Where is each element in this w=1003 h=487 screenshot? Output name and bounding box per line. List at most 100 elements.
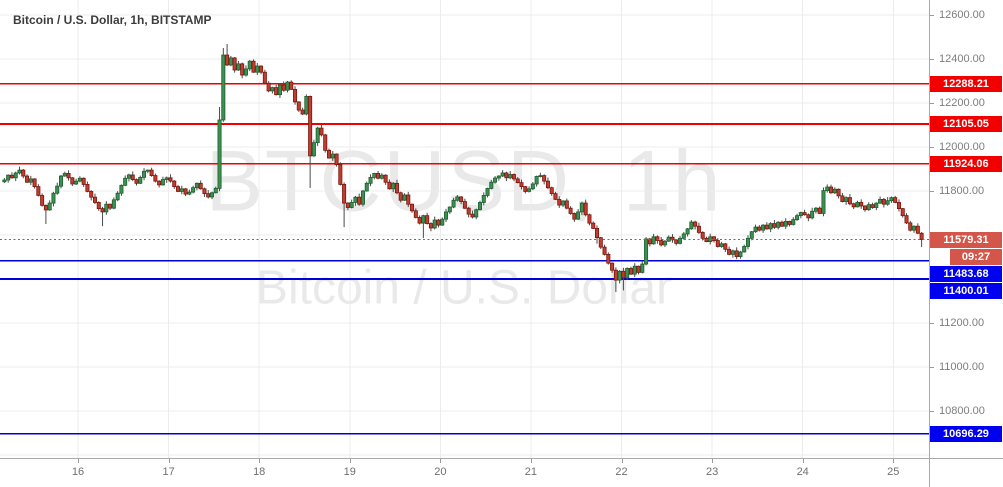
candle-down [881, 198, 886, 205]
candle-up [194, 182, 199, 189]
candle-down [89, 191, 94, 198]
candle-down [376, 173, 381, 179]
candle-up [13, 172, 18, 179]
candle-down [564, 200, 569, 209]
candle-up [912, 225, 917, 231]
candle-down [25, 175, 30, 183]
candle-down [319, 127, 324, 136]
candle-up [440, 218, 445, 226]
bar-countdown-badge: 09:27 [950, 248, 1002, 265]
time-tick [802, 459, 804, 463]
support-badge[interactable]: 11483.68 [930, 265, 1002, 282]
candle-up [742, 246, 747, 253]
candle-down [700, 231, 705, 239]
candle-down [549, 187, 554, 195]
candle-up [481, 195, 486, 203]
candle-up [330, 153, 335, 159]
candle-down [772, 223, 777, 228]
candle-down [334, 153, 339, 166]
candle-down [595, 228, 600, 239]
price-axis[interactable]: 12600.00 12400.00 12200.00 12000.00 11800.00… [929, 0, 1003, 458]
candle-down [168, 177, 173, 182]
candle-down [515, 178, 520, 184]
candle-down [327, 149, 332, 159]
candle-down [9, 174, 14, 179]
candle-up [2, 179, 7, 183]
candle-down [504, 172, 509, 179]
candle-down [519, 182, 524, 188]
support-badge[interactable]: 10696.29 [930, 425, 1002, 442]
current-price-badge: 11579.31 [930, 231, 1002, 248]
time-tick-label: 23 [705, 466, 719, 478]
candle-up [59, 175, 64, 187]
candle-up [421, 215, 426, 224]
candle-down [92, 196, 97, 203]
time-tick-label: 17 [162, 466, 175, 478]
candle-down [100, 208, 105, 213]
time-tick-label: 20 [434, 466, 447, 478]
price-tick-label: 11000.00 [939, 361, 985, 373]
candle-up [689, 221, 694, 230]
candle-down [870, 204, 875, 208]
time-tick [893, 459, 895, 463]
candle-up [489, 181, 494, 189]
time-tick [621, 459, 623, 463]
candle-down [436, 219, 441, 226]
time-axis[interactable]: 16 17 18 19 20 21 22 23 24 25 [0, 458, 929, 487]
candle-down [523, 186, 528, 192]
candle-down [572, 213, 577, 220]
price-tick [930, 411, 934, 412]
grid-layer [0, 0, 929, 458]
candle-down [908, 222, 913, 231]
candle-down [232, 57, 237, 71]
chart-pane[interactable]: BTCUSD, 1h Bitcoin / U.S. Dollar [0, 0, 929, 458]
candle-up [530, 183, 535, 190]
candle-down [636, 265, 641, 273]
candle-up [878, 198, 883, 204]
candle-up [538, 175, 543, 178]
candle-down [723, 243, 728, 250]
candle-down [459, 196, 464, 202]
candle-up [662, 240, 667, 246]
candle-up [213, 187, 218, 194]
candle-up [270, 87, 275, 92]
candle-down [202, 188, 207, 195]
candle-up [402, 194, 407, 201]
candle-down [32, 178, 37, 188]
candle-down [583, 202, 588, 216]
candle-up [678, 237, 683, 244]
candle-up [311, 142, 316, 157]
candle-up [496, 175, 501, 179]
price-tick-label: 12000.00 [939, 141, 985, 153]
price-tick-label: 12200.00 [939, 97, 985, 109]
candle-down [836, 188, 841, 197]
candle-up [651, 236, 656, 245]
candle-up [17, 169, 22, 174]
candle-down [198, 182, 203, 190]
candle-down [338, 164, 343, 185]
time-tick [712, 459, 714, 463]
support-badge[interactable]: 11400.01 [930, 282, 1002, 299]
resistance-badge[interactable]: 11924.06 [930, 155, 1002, 172]
resistance-badge[interactable]: 12288.21 [930, 75, 1002, 92]
candle-down [647, 238, 652, 245]
candle-up [74, 180, 79, 185]
resistance-badge[interactable]: 12105.05 [930, 115, 1002, 132]
candle-down [70, 177, 75, 185]
candle-up [379, 174, 384, 179]
candle-up [508, 174, 513, 179]
candle-down [553, 193, 558, 200]
candle-up [844, 197, 849, 202]
time-tick-label: 16 [71, 466, 85, 478]
candle-down [802, 212, 807, 216]
candle-up [832, 188, 837, 194]
candle-down [183, 188, 188, 195]
candle-down [900, 208, 905, 217]
candle-up [455, 196, 460, 201]
candle-down [829, 186, 834, 194]
candle-up [187, 191, 192, 195]
candle-up [243, 68, 248, 76]
candle-down [840, 195, 845, 202]
price-level-lines-layer[interactable] [0, 82, 929, 435]
candle-down [511, 174, 516, 180]
